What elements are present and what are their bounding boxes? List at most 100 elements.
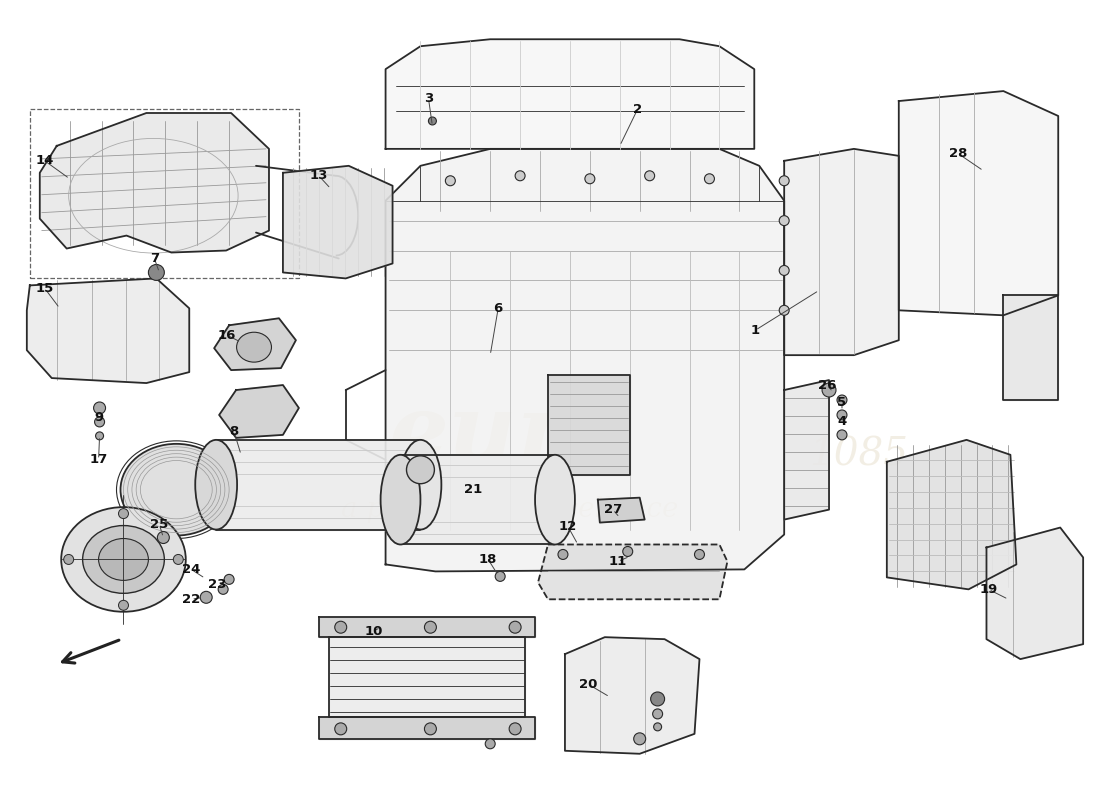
Text: 2: 2 xyxy=(634,102,642,115)
Polygon shape xyxy=(548,375,629,474)
Circle shape xyxy=(157,531,169,543)
Circle shape xyxy=(495,571,505,582)
Ellipse shape xyxy=(407,456,434,484)
Polygon shape xyxy=(565,637,700,754)
Text: 13: 13 xyxy=(309,170,328,182)
Polygon shape xyxy=(214,318,296,370)
Text: 9: 9 xyxy=(94,411,103,425)
Polygon shape xyxy=(319,717,535,739)
Circle shape xyxy=(64,554,74,565)
Text: 1: 1 xyxy=(750,324,760,337)
Circle shape xyxy=(174,554,184,565)
Circle shape xyxy=(200,591,212,603)
Circle shape xyxy=(694,550,704,559)
Polygon shape xyxy=(329,637,525,717)
Text: 10: 10 xyxy=(364,625,383,638)
Circle shape xyxy=(779,306,789,315)
Circle shape xyxy=(634,733,646,745)
Text: 5: 5 xyxy=(837,397,847,410)
Circle shape xyxy=(779,216,789,226)
Polygon shape xyxy=(1003,295,1058,400)
Polygon shape xyxy=(283,166,393,278)
Text: 18: 18 xyxy=(478,553,497,566)
Circle shape xyxy=(428,117,437,125)
Text: 15: 15 xyxy=(35,282,54,295)
Circle shape xyxy=(837,410,847,420)
Text: 20: 20 xyxy=(579,678,597,690)
Text: 22: 22 xyxy=(183,593,200,606)
Polygon shape xyxy=(400,455,556,545)
Circle shape xyxy=(558,550,568,559)
Text: 4: 4 xyxy=(837,415,847,429)
Polygon shape xyxy=(217,440,420,530)
Text: 7: 7 xyxy=(150,252,158,265)
Polygon shape xyxy=(784,149,899,355)
Circle shape xyxy=(652,709,662,719)
Ellipse shape xyxy=(121,444,232,535)
Circle shape xyxy=(218,584,228,594)
Text: 21: 21 xyxy=(464,483,483,496)
Circle shape xyxy=(94,402,106,414)
Ellipse shape xyxy=(381,455,420,545)
Text: 14: 14 xyxy=(35,154,54,167)
Text: 23: 23 xyxy=(208,578,227,591)
Circle shape xyxy=(837,430,847,440)
Text: 12: 12 xyxy=(559,520,578,533)
Polygon shape xyxy=(597,498,645,522)
Ellipse shape xyxy=(399,440,441,530)
Ellipse shape xyxy=(99,538,148,580)
Text: 17: 17 xyxy=(89,454,108,466)
Circle shape xyxy=(779,266,789,275)
Text: euro: euro xyxy=(389,390,631,480)
Polygon shape xyxy=(386,149,784,571)
Text: a passion for excellence: a passion for excellence xyxy=(341,496,679,523)
Text: 24: 24 xyxy=(183,563,200,576)
Circle shape xyxy=(645,170,654,181)
Circle shape xyxy=(837,395,847,405)
Polygon shape xyxy=(319,618,535,637)
Text: 28: 28 xyxy=(949,147,968,160)
Circle shape xyxy=(585,174,595,184)
Polygon shape xyxy=(887,440,1016,590)
Circle shape xyxy=(515,170,525,181)
Text: 3: 3 xyxy=(424,91,433,105)
Text: 1085: 1085 xyxy=(810,436,909,474)
Polygon shape xyxy=(26,278,189,383)
Polygon shape xyxy=(784,380,829,519)
Circle shape xyxy=(509,622,521,633)
Circle shape xyxy=(650,692,664,706)
Circle shape xyxy=(425,723,437,735)
Circle shape xyxy=(425,622,437,633)
Circle shape xyxy=(224,574,234,584)
Text: 19: 19 xyxy=(979,583,998,596)
Polygon shape xyxy=(987,527,1084,659)
Text: 6: 6 xyxy=(494,302,503,315)
Circle shape xyxy=(95,417,104,427)
Circle shape xyxy=(446,176,455,186)
Circle shape xyxy=(509,723,521,735)
Circle shape xyxy=(334,723,346,735)
Text: 27: 27 xyxy=(604,503,622,516)
Circle shape xyxy=(704,174,714,184)
Circle shape xyxy=(822,383,836,397)
Circle shape xyxy=(96,432,103,440)
Polygon shape xyxy=(40,113,270,253)
Polygon shape xyxy=(538,545,727,599)
Text: 25: 25 xyxy=(151,518,168,531)
Polygon shape xyxy=(386,39,755,149)
Circle shape xyxy=(653,723,661,731)
Ellipse shape xyxy=(82,526,164,594)
Text: 16: 16 xyxy=(218,329,236,342)
Circle shape xyxy=(119,600,129,610)
Circle shape xyxy=(623,546,632,557)
Text: 8: 8 xyxy=(230,426,239,438)
Ellipse shape xyxy=(62,507,186,612)
Circle shape xyxy=(334,622,346,633)
Polygon shape xyxy=(219,385,299,438)
Circle shape xyxy=(148,265,164,281)
Circle shape xyxy=(779,176,789,186)
Polygon shape xyxy=(899,91,1058,315)
Text: 26: 26 xyxy=(817,378,836,391)
Ellipse shape xyxy=(236,332,272,362)
Circle shape xyxy=(485,739,495,749)
